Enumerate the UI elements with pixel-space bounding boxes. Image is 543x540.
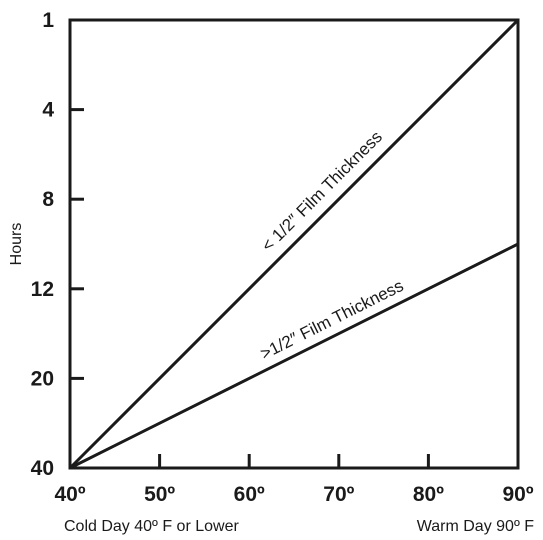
y-tick-label: 12 [31,278,54,301]
x-axis-ticks: 40º 50º 60º 70º 80º 90º [54,454,534,506]
x-tick-label: 70º [323,483,354,506]
series-label: >1/2″ Film Thickness [257,276,406,363]
x-tick-label: 40º [54,483,85,506]
series-labels: < 1/2″ Film Thickness >1/2″ Film Thicknes… [257,127,406,363]
y-tick-label: 20 [31,367,54,390]
y-axis-title: Hours [8,223,25,266]
x-tick-label: 80º [413,483,444,506]
x-annotation-right: Warm Day 90º F [417,518,534,535]
y-tick-label: 8 [42,188,54,211]
series-label: < 1/2″ Film Thickness [258,127,386,255]
series-line [69,242,519,470]
y-axis-ticks: 1 4 8 12 20 40 [31,9,84,480]
x-tick-label: 60º [234,483,265,506]
x-tick-label: 50º [144,483,175,506]
series-line [68,18,520,470]
series-lines [68,18,520,470]
y-tick-label: 4 [42,99,54,122]
x-tick-label: 90º [502,483,533,506]
y-tick-label: 1 [42,9,54,32]
y-tick-label: 40 [31,457,54,480]
x-annotation-left: Cold Day 40º F or Lower [64,518,239,535]
